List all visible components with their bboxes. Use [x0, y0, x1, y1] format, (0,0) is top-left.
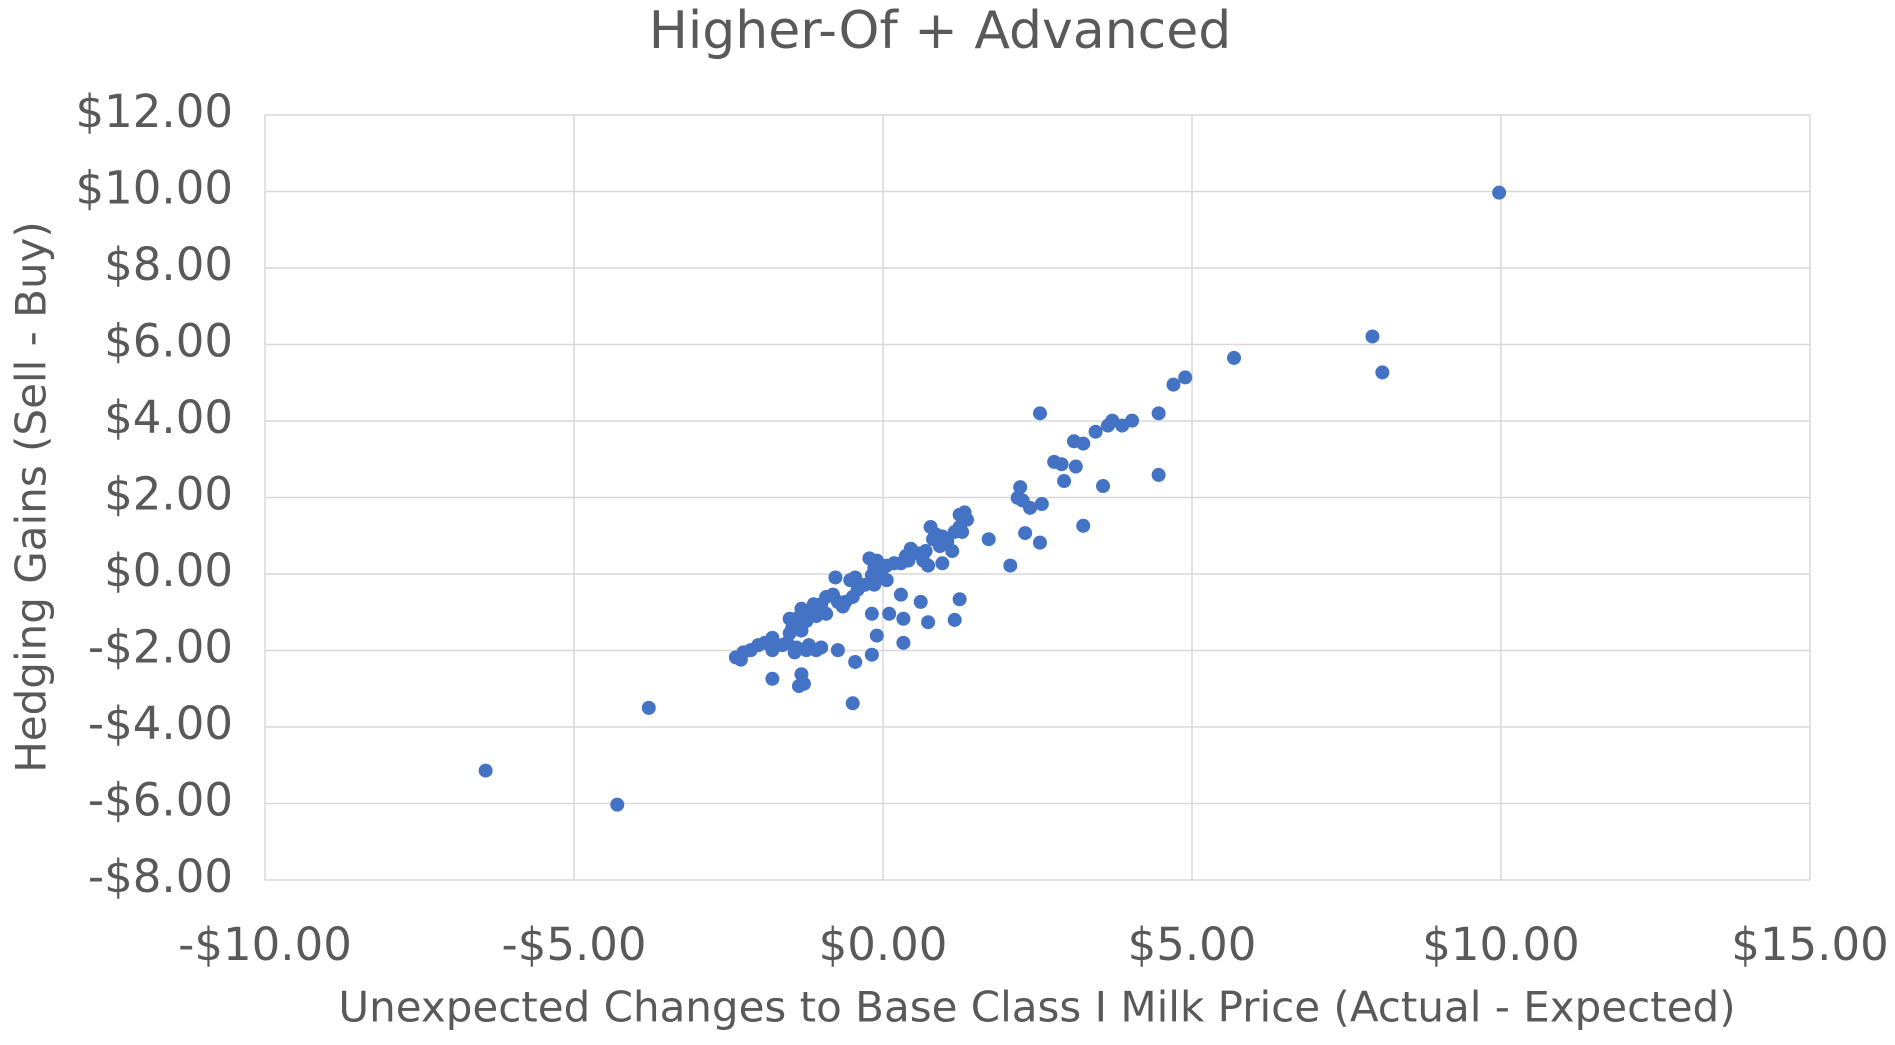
y-tick-label: $12.00 — [76, 85, 233, 138]
point — [896, 635, 911, 650]
point — [864, 647, 879, 662]
y-tick-label: $8.00 — [104, 238, 233, 291]
point — [1088, 424, 1103, 439]
point — [1166, 377, 1181, 392]
x-tick-label: $0.00 — [819, 918, 948, 971]
point — [1375, 365, 1390, 380]
grid — [264, 114, 1811, 881]
x-tick-label: $10.00 — [1422, 918, 1579, 971]
point — [478, 763, 493, 778]
point — [921, 558, 936, 573]
point — [848, 654, 863, 669]
point — [882, 606, 897, 621]
point — [945, 544, 960, 559]
point — [879, 573, 894, 588]
point — [1151, 467, 1166, 482]
point — [864, 606, 879, 621]
point — [830, 643, 845, 658]
point — [765, 671, 780, 686]
point — [935, 556, 950, 571]
point — [1151, 406, 1166, 421]
y-tick-label: $2.00 — [104, 468, 233, 521]
point — [1096, 479, 1111, 494]
point — [1057, 474, 1072, 489]
point — [641, 700, 656, 715]
point — [955, 524, 970, 539]
point — [1023, 500, 1038, 515]
chart-title: Higher-Of + Advanced — [649, 1, 1232, 61]
y-tick-label: $4.00 — [104, 391, 233, 444]
point — [1054, 457, 1069, 472]
point — [947, 612, 962, 627]
point — [830, 594, 845, 609]
x-tick-label: -$5.00 — [501, 918, 646, 971]
point — [981, 532, 996, 547]
point — [610, 797, 625, 812]
point — [1227, 350, 1242, 365]
point — [896, 611, 911, 626]
point — [1034, 497, 1049, 512]
point — [1076, 436, 1091, 451]
point — [765, 643, 780, 658]
y-tick-label: $10.00 — [76, 162, 233, 215]
point — [1365, 329, 1380, 344]
point — [848, 570, 863, 585]
point — [932, 539, 947, 554]
point — [787, 645, 802, 660]
point — [1076, 518, 1091, 533]
point — [952, 592, 967, 607]
point — [814, 640, 829, 655]
point — [893, 587, 908, 602]
point — [1032, 406, 1047, 421]
point — [1003, 558, 1018, 573]
y-tick-label: -$2.00 — [88, 621, 233, 674]
y-axis-title: Hedging Gains (Sell - Buy) — [7, 221, 56, 773]
point — [1013, 480, 1028, 495]
point — [1032, 535, 1047, 550]
point — [796, 676, 811, 691]
x-axis-title: Unexpected Changes to Base Class I Milk … — [338, 983, 1735, 1032]
y-tick-label: $6.00 — [104, 315, 233, 368]
x-tick-label: $15.00 — [1731, 918, 1888, 971]
y-tick-label: $0.00 — [104, 544, 233, 597]
point — [794, 623, 809, 638]
point — [1492, 185, 1507, 200]
y-tick-label: -$6.00 — [88, 774, 233, 827]
x-tick-label: -$10.00 — [178, 918, 352, 971]
point — [733, 652, 748, 667]
point — [1115, 418, 1130, 433]
point — [1068, 459, 1083, 474]
point — [828, 570, 843, 585]
point — [1178, 370, 1193, 385]
point — [913, 594, 928, 609]
point — [845, 696, 860, 711]
point — [869, 628, 884, 643]
point — [1100, 418, 1115, 433]
y-tick-label: -$4.00 — [88, 697, 233, 750]
point — [1018, 526, 1033, 541]
y-tick-label: -$8.00 — [88, 850, 233, 903]
x-tick-label: $5.00 — [1128, 918, 1257, 971]
point — [921, 615, 936, 630]
